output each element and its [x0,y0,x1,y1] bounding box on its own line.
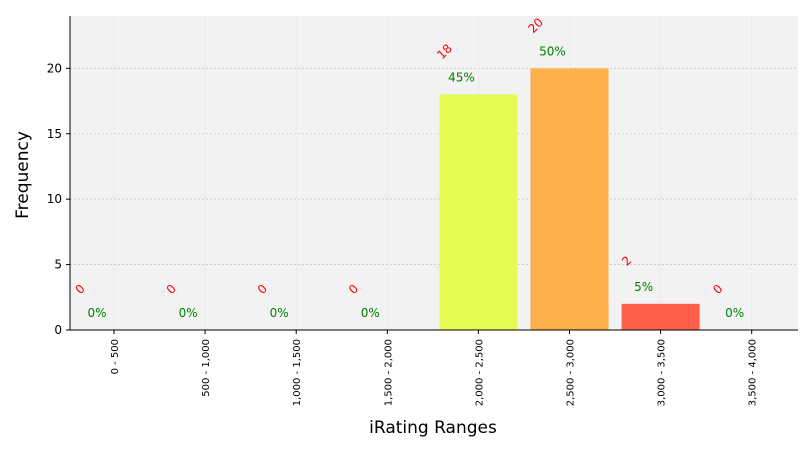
percent-label: 0% [725,306,744,320]
grid-layer [70,16,798,331]
x-tick-label: 1,500 - 2,000 [383,339,394,406]
bar [439,94,518,330]
y-tick-label: 5 [54,258,62,272]
y-axis-title: Frequency [13,131,33,219]
x-tick-label: 3,000 - 3,500 [657,339,668,406]
percent-label: 0% [87,306,106,320]
x-tick-label: 3,500 - 4,000 [748,339,759,406]
percent-label: 45% [448,71,475,85]
percent-label: 0% [270,306,289,320]
y-tick-layer: 0 5 10 15 20 [47,61,70,337]
x-tick-layer: 0 - 500 500 - 1,000 1,000 - 1,500 1,500 - 2… [110,330,759,406]
x-tick-label: 1,000 - 1,500 [292,339,303,406]
y-tick-label: 20 [47,61,62,75]
x-tick-label: 0 - 500 [110,339,121,374]
plot-background [70,16,798,330]
percent-label: 50% [539,44,566,58]
percent-label: 0% [179,306,198,320]
percent-label: 0% [361,306,380,320]
x-axis-title: iRating Ranges [369,418,497,438]
percent-label: 5% [634,280,653,294]
y-tick-label: 0 [54,323,62,337]
bar [621,303,700,330]
x-tick-label: 2,500 - 3,000 [566,339,577,406]
y-tick-label: 15 [47,127,62,141]
x-tick-label: 500 - 1,000 [201,339,212,397]
bar [530,68,609,330]
x-tick-label: 2,000 - 2,500 [474,339,485,406]
y-tick-label: 10 [47,192,62,206]
bar-layer [439,68,700,330]
